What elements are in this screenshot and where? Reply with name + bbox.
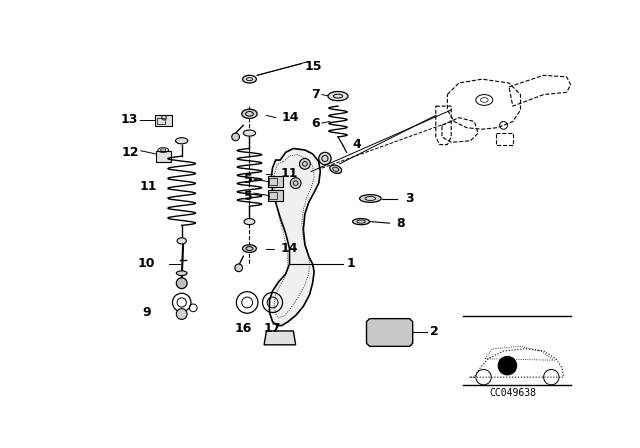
Text: 6: 6	[312, 116, 320, 129]
Text: 9: 9	[142, 306, 151, 319]
Ellipse shape	[328, 91, 348, 101]
Text: 5: 5	[244, 190, 253, 202]
Text: 14: 14	[280, 242, 298, 255]
Ellipse shape	[244, 219, 255, 225]
Circle shape	[235, 264, 243, 271]
Circle shape	[498, 356, 516, 375]
Circle shape	[319, 152, 331, 165]
Ellipse shape	[353, 219, 369, 225]
Circle shape	[291, 178, 301, 189]
Text: 7: 7	[312, 88, 320, 101]
Text: 16: 16	[235, 322, 252, 335]
Ellipse shape	[243, 245, 257, 252]
Ellipse shape	[330, 165, 342, 173]
Text: 1: 1	[346, 258, 355, 271]
Bar	[269, 192, 277, 199]
Bar	[157, 118, 164, 124]
Ellipse shape	[176, 271, 187, 276]
Ellipse shape	[243, 130, 255, 136]
Circle shape	[300, 159, 310, 169]
Ellipse shape	[177, 238, 186, 244]
Ellipse shape	[360, 195, 381, 202]
Bar	[156, 151, 171, 162]
Text: 2: 2	[429, 325, 438, 338]
Text: 4: 4	[353, 138, 362, 151]
Text: 12: 12	[122, 146, 140, 159]
Text: 11: 11	[280, 168, 298, 181]
Text: 3: 3	[405, 192, 413, 205]
Bar	[155, 116, 172, 126]
Ellipse shape	[175, 138, 188, 144]
Text: 15: 15	[305, 60, 323, 73]
Circle shape	[232, 133, 239, 141]
Bar	[268, 190, 284, 201]
Text: 5: 5	[244, 173, 253, 186]
Ellipse shape	[242, 109, 257, 118]
Text: 10: 10	[137, 258, 155, 271]
Text: 11: 11	[140, 181, 157, 194]
Bar	[269, 178, 277, 185]
Text: CC049638: CC049638	[490, 388, 536, 398]
Circle shape	[176, 309, 187, 319]
Circle shape	[176, 278, 187, 289]
Text: 13: 13	[120, 113, 138, 126]
Text: 14: 14	[282, 111, 300, 124]
Polygon shape	[264, 331, 296, 345]
Polygon shape	[367, 319, 413, 346]
Text: 8: 8	[396, 217, 404, 230]
Polygon shape	[269, 148, 320, 326]
Bar	[268, 176, 284, 187]
Text: 17: 17	[264, 322, 282, 335]
Ellipse shape	[243, 75, 257, 83]
